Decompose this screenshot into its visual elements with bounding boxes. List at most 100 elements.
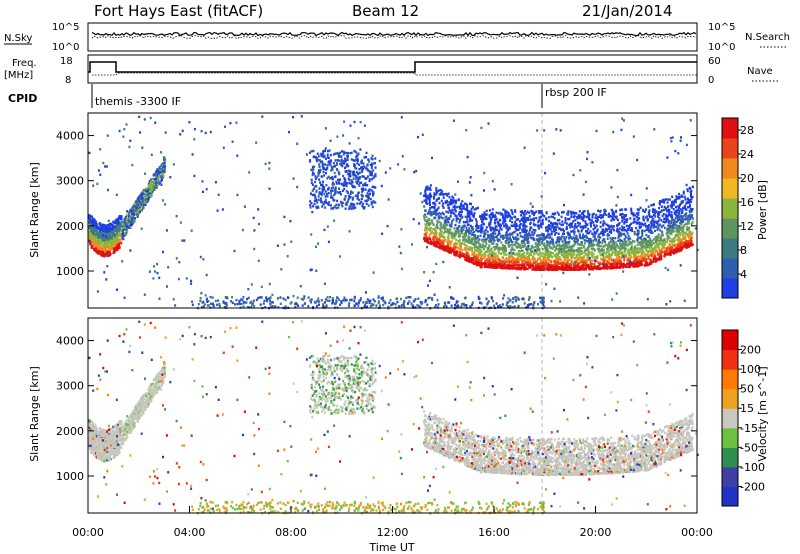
scatter-cell — [647, 257, 650, 260]
scatter-cell — [450, 225, 453, 228]
scatter-cell — [430, 219, 433, 222]
scatter-cell — [527, 246, 530, 250]
scatter-cell — [647, 211, 650, 214]
scatter-cell — [670, 205, 673, 208]
scatter-cell — [681, 216, 684, 220]
scatter-cell — [580, 215, 583, 218]
scatter-cell — [454, 214, 457, 217]
scatter-cell — [569, 210, 572, 213]
scatter-cell — [92, 217, 95, 221]
scatter-cell — [538, 252, 541, 256]
scatter-cell — [580, 256, 582, 260]
scatter-cell — [162, 172, 165, 175]
scatter-cell — [311, 173, 314, 177]
scatter-cell — [673, 223, 676, 226]
scatter-cell — [106, 238, 109, 241]
scatter-cell — [331, 175, 334, 179]
scatter-cell — [138, 197, 141, 201]
scatter-cell — [449, 240, 452, 244]
scatter-cell — [524, 258, 527, 262]
scatter-cell — [691, 217, 694, 220]
scatter-cell — [368, 178, 371, 181]
scatter-cell — [639, 243, 642, 246]
scatter-cell — [511, 221, 514, 224]
scatter-cell — [527, 237, 530, 240]
scatter-cell — [96, 227, 99, 230]
scatter-cell — [557, 258, 560, 262]
scatter-cell — [617, 246, 620, 249]
scatter-cell — [487, 236, 490, 239]
scatter-cell — [470, 207, 473, 211]
scatter-cell — [617, 258, 620, 261]
scatter-cell — [460, 208, 463, 211]
scatter-cell — [613, 242, 616, 245]
scatter-cell — [664, 253, 667, 256]
scatter-cell — [543, 215, 546, 218]
scatter-cell — [142, 199, 145, 202]
scatter-cell — [108, 237, 111, 241]
scatter-cell — [606, 229, 608, 232]
scatter-cell — [644, 210, 646, 213]
scatter-cell — [331, 183, 334, 186]
scatter-cell — [352, 159, 355, 162]
scatter-cell — [636, 250, 639, 253]
freq-tick-bottom: 8 — [65, 75, 71, 86]
scatter-cell — [127, 220, 130, 224]
scatter-cell — [365, 167, 368, 170]
scatter-cell — [656, 258, 659, 261]
scatter-cell — [656, 244, 659, 248]
scatter-cell — [505, 236, 508, 240]
scatter-cell — [480, 224, 483, 227]
scatter-cell — [538, 238, 541, 241]
scatter-cell — [340, 160, 343, 163]
scatter-cell — [581, 251, 584, 254]
scatter-cell — [590, 239, 593, 243]
scatter-cell — [588, 216, 591, 219]
scatter-cell — [650, 204, 653, 207]
scatter-cell — [614, 241, 617, 244]
scatter-cell — [604, 240, 606, 243]
scatter-cell — [535, 243, 538, 246]
scatter-cell — [450, 247, 453, 250]
scatter-cell — [94, 238, 96, 241]
scatter-cell — [525, 218, 528, 222]
scatter-cell — [667, 235, 670, 238]
scatter-cell — [467, 236, 470, 240]
scatter-cell — [624, 239, 627, 243]
scatter-cell — [123, 222, 125, 225]
scatter-cell — [91, 228, 94, 231]
scatter-cell — [464, 238, 467, 241]
scatter-cell — [480, 231, 483, 234]
scatter-cell — [319, 168, 322, 172]
scatter-cell — [532, 217, 535, 220]
scatter-cell — [607, 215, 610, 218]
scatter-cell — [540, 222, 543, 225]
scatter-cell — [342, 159, 345, 163]
scatter-cell — [369, 170, 372, 173]
scatter-cell — [461, 204, 464, 207]
scatter-cell — [610, 244, 613, 247]
scatter-cell — [492, 253, 495, 256]
scatter-cell — [341, 150, 343, 153]
scatter-cell — [553, 260, 556, 263]
scatter-cell — [445, 210, 448, 213]
scatter-cell — [424, 234, 427, 237]
scatter-cell — [350, 179, 353, 182]
scatter-cell — [504, 241, 507, 245]
scatter-cell — [491, 208, 494, 211]
scatter-cell — [582, 210, 585, 213]
scatter-cell — [428, 224, 431, 227]
scatter-cell — [358, 202, 361, 205]
scatter-cell — [114, 237, 117, 241]
scatter-cell — [352, 185, 355, 189]
scatter-cell — [343, 197, 346, 201]
scatter-cell — [651, 243, 653, 247]
scatter-cell — [368, 196, 371, 200]
scatter-cell — [355, 155, 358, 159]
scatter-cell — [108, 241, 110, 244]
scatter-cell — [154, 179, 157, 182]
scatter-cell — [538, 219, 541, 222]
scatter-cell — [687, 199, 690, 203]
scatter-cell — [322, 188, 325, 191]
scatter-cell — [669, 249, 672, 252]
